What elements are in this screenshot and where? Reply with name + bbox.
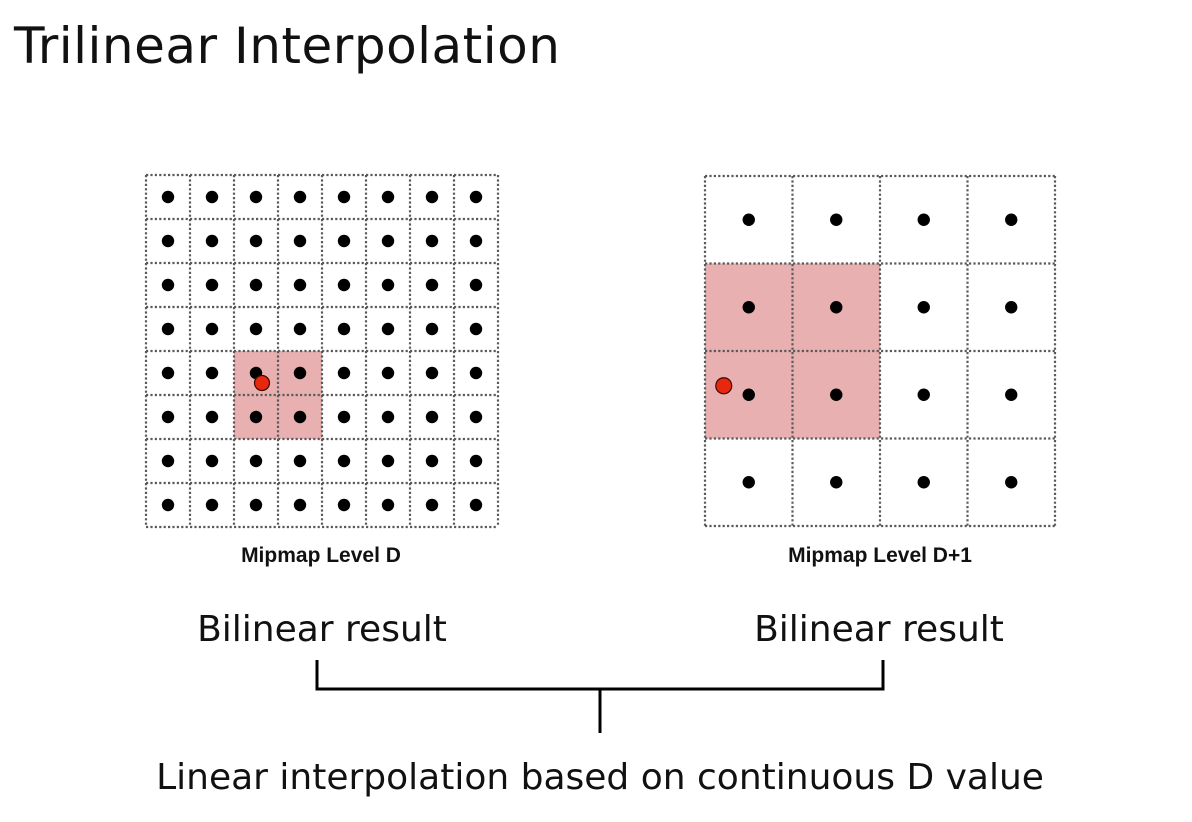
texel-dot bbox=[469, 454, 483, 468]
texel-dot bbox=[205, 190, 219, 204]
texel-dot bbox=[161, 454, 175, 468]
texel-dot bbox=[381, 190, 395, 204]
texel-dot bbox=[830, 301, 843, 314]
texel-dot bbox=[205, 498, 219, 512]
texel-dot bbox=[425, 410, 439, 424]
texel-dot bbox=[337, 454, 351, 468]
texel-dot bbox=[293, 454, 307, 468]
texel-dot bbox=[742, 213, 755, 226]
texel-dot bbox=[830, 476, 843, 489]
texel-dot bbox=[337, 498, 351, 512]
texel-dot bbox=[469, 234, 483, 248]
texel-dot bbox=[249, 234, 263, 248]
sample-point-dot bbox=[715, 377, 733, 395]
texel-dot bbox=[205, 278, 219, 292]
texel-dot bbox=[381, 322, 395, 336]
texel-dot bbox=[249, 278, 263, 292]
texel-dot bbox=[469, 190, 483, 204]
texel-dot bbox=[381, 278, 395, 292]
texel-dot bbox=[1005, 301, 1018, 314]
texel-dot bbox=[742, 301, 755, 314]
texel-dot bbox=[381, 498, 395, 512]
texel-centers bbox=[742, 213, 1018, 489]
texel-dot bbox=[337, 278, 351, 292]
texel-dot bbox=[293, 366, 307, 380]
texel-dot bbox=[161, 234, 175, 248]
right-bilinear-result-label: Bilinear result bbox=[754, 609, 1004, 650]
bilinear-footprint-highlight bbox=[705, 263, 880, 439]
texel-dot bbox=[469, 498, 483, 512]
texel-dot bbox=[293, 278, 307, 292]
texel-dot bbox=[1005, 213, 1018, 226]
texel-dot bbox=[205, 454, 219, 468]
texel-dot bbox=[917, 476, 930, 489]
texel-dot bbox=[337, 366, 351, 380]
texel-dot bbox=[293, 190, 307, 204]
texel-dot bbox=[161, 278, 175, 292]
texel-dot bbox=[337, 410, 351, 424]
linear-interpolation-label: Linear interpolation based on continuous… bbox=[156, 757, 1044, 798]
grid-lines bbox=[144, 173, 500, 529]
texel-dot bbox=[1005, 476, 1018, 489]
page-title: Trilinear Interpolation bbox=[14, 17, 561, 75]
mipmap-level-d-grid bbox=[144, 173, 500, 529]
texel-dot bbox=[742, 388, 755, 401]
texel-dot bbox=[337, 322, 351, 336]
texel-dot bbox=[425, 454, 439, 468]
texel-dot bbox=[293, 322, 307, 336]
texel-dot bbox=[205, 366, 219, 380]
texel-dot bbox=[249, 322, 263, 336]
texel-dot bbox=[293, 498, 307, 512]
texel-dot bbox=[425, 278, 439, 292]
texel-dot bbox=[917, 213, 930, 226]
texel-dot bbox=[425, 190, 439, 204]
texel-dot bbox=[742, 476, 755, 489]
texel-dot bbox=[469, 366, 483, 380]
texel-dot bbox=[381, 454, 395, 468]
sample-point-dot bbox=[253, 374, 271, 392]
sample-point bbox=[715, 377, 733, 395]
texel-dot bbox=[425, 322, 439, 336]
texel-dot bbox=[917, 388, 930, 401]
interpolation-bracket bbox=[315, 660, 885, 733]
texel-dot bbox=[425, 498, 439, 512]
texel-dot bbox=[249, 190, 263, 204]
texel-dot bbox=[161, 410, 175, 424]
texel-dot bbox=[469, 410, 483, 424]
texel-dot bbox=[425, 234, 439, 248]
texel-dot bbox=[381, 234, 395, 248]
texel-dot bbox=[381, 366, 395, 380]
texel-dot bbox=[917, 301, 930, 314]
mipmap-level-d1-grid bbox=[703, 174, 1057, 528]
texel-dot bbox=[161, 322, 175, 336]
texel-dot bbox=[293, 410, 307, 424]
texel-dot bbox=[425, 366, 439, 380]
texel-dot bbox=[249, 454, 263, 468]
mipmap-level-d1-label: Mipmap Level D+1 bbox=[788, 544, 972, 567]
texel-dot bbox=[381, 410, 395, 424]
texel-centers bbox=[161, 190, 483, 512]
texel-dot bbox=[830, 213, 843, 226]
texel-dot bbox=[337, 190, 351, 204]
texel-dot bbox=[249, 410, 263, 424]
texel-dot bbox=[161, 498, 175, 512]
texel-dot bbox=[161, 366, 175, 380]
texel-dot bbox=[249, 498, 263, 512]
texel-dot bbox=[293, 234, 307, 248]
texel-dot bbox=[205, 234, 219, 248]
texel-dot bbox=[830, 388, 843, 401]
texel-dot bbox=[205, 322, 219, 336]
texel-dot bbox=[161, 190, 175, 204]
mipmap-level-d-label: Mipmap Level D bbox=[241, 544, 401, 567]
texel-dot bbox=[1005, 388, 1018, 401]
texel-dot bbox=[337, 234, 351, 248]
texel-dot bbox=[469, 278, 483, 292]
texel-dot bbox=[469, 322, 483, 336]
texel-dot bbox=[205, 410, 219, 424]
left-bilinear-result-label: Bilinear result bbox=[197, 609, 447, 650]
grid-lines bbox=[703, 174, 1057, 528]
sample-point bbox=[253, 374, 271, 392]
